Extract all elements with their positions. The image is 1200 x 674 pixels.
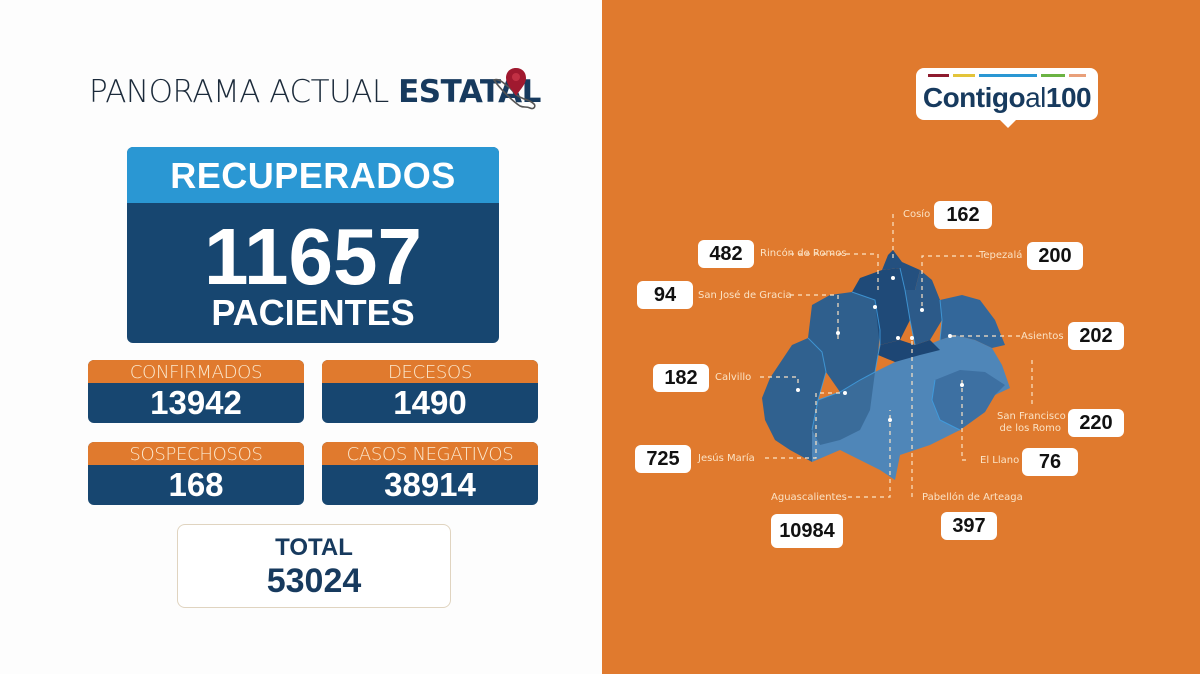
- municipality-value-san-francisco-de-los-romo: 220: [1068, 409, 1124, 437]
- stat-value: 38914: [384, 466, 476, 503]
- municipality-label-san-jose-de-gracia: San José de Gracia: [698, 290, 792, 301]
- municipality-value-aguascalientes: 10984: [771, 514, 843, 548]
- municipality-label-san-francisco-de-los-romo: San Francisco de los Romo: [997, 411, 1066, 434]
- stat-value: 1490: [393, 384, 467, 421]
- stat-card-confirmados: CONFIRMADOS 13942: [88, 360, 304, 423]
- municipality-label-el-llano: El Llano: [980, 455, 1020, 466]
- municipality-label-pabellon-de-arteaga: Pabellón de Arteaga: [922, 492, 1023, 503]
- stat-label: CASOS NEGATIVOS: [322, 442, 538, 465]
- stat-card-casos-negativos: CASOS NEGATIVOS 38914: [322, 442, 538, 505]
- municipality-value-tepezala: 200: [1027, 242, 1083, 270]
- municipality-value-rincon-de-romos: 482: [698, 240, 754, 268]
- municipality-value-pabellon-de-arteaga: 397: [941, 512, 997, 540]
- logo-color-bars: [928, 74, 1086, 77]
- stat-value: 13942: [150, 384, 242, 421]
- total-card: TOTAL 53024: [177, 524, 451, 608]
- left-panel: PANORAMA ACTUAL ESTATAL RECUPERADOS 1165…: [88, 68, 542, 608]
- municipality-value-calvillo: 182: [653, 364, 709, 392]
- logo-text: Contigoal100: [922, 82, 1092, 113]
- stat-card-sospechosos: SOSPECHOSOS 168: [88, 442, 304, 505]
- municipality-label-asientos: Asientos: [1021, 331, 1064, 342]
- mexico-map-pin-icon: [492, 68, 536, 110]
- contigo-al-100-logo: Contigoal100: [916, 68, 1098, 128]
- municipality-value-el-llano: 76: [1022, 448, 1078, 476]
- municipality-value-jesus-maria: 725: [635, 445, 691, 473]
- recuperados-card: RECUPERADOS 11657 PACIENTES: [127, 147, 499, 343]
- municipality-label-cosio: Cosío: [903, 209, 931, 220]
- recuperados-value: 11657: [203, 212, 423, 301]
- recuperados-unit: PACIENTES: [211, 292, 415, 333]
- page-title: PANORAMA ACTUAL ESTATAL: [89, 74, 541, 110]
- municipality-label-aguascalientes: Aguascalientes: [771, 492, 847, 503]
- stat-value: 168: [168, 466, 224, 503]
- recuperados-label: RECUPERADOS: [127, 147, 499, 203]
- municipality-label-calvillo: Calvillo: [715, 372, 752, 383]
- stat-label: DECESOS: [322, 360, 538, 383]
- municipality-label-rincon-de-romos: Rincón de Romos: [760, 248, 847, 259]
- municipality-label-jesus-maria: Jesús María: [698, 453, 755, 464]
- total-value: 53024: [266, 562, 362, 600]
- municipality-value-san-jose-de-gracia: 94: [637, 281, 693, 309]
- stat-label: CONFIRMADOS: [88, 360, 304, 383]
- total-label: TOTAL: [275, 534, 353, 561]
- stat-label: SOSPECHOSOS: [88, 442, 304, 465]
- stat-card-decesos: DECESOS 1490: [322, 360, 538, 423]
- municipality-value-asientos: 202: [1068, 322, 1124, 350]
- municipality-value-cosio: 162: [934, 201, 992, 229]
- municipality-label-tepezala: Tepezalá: [979, 250, 1023, 261]
